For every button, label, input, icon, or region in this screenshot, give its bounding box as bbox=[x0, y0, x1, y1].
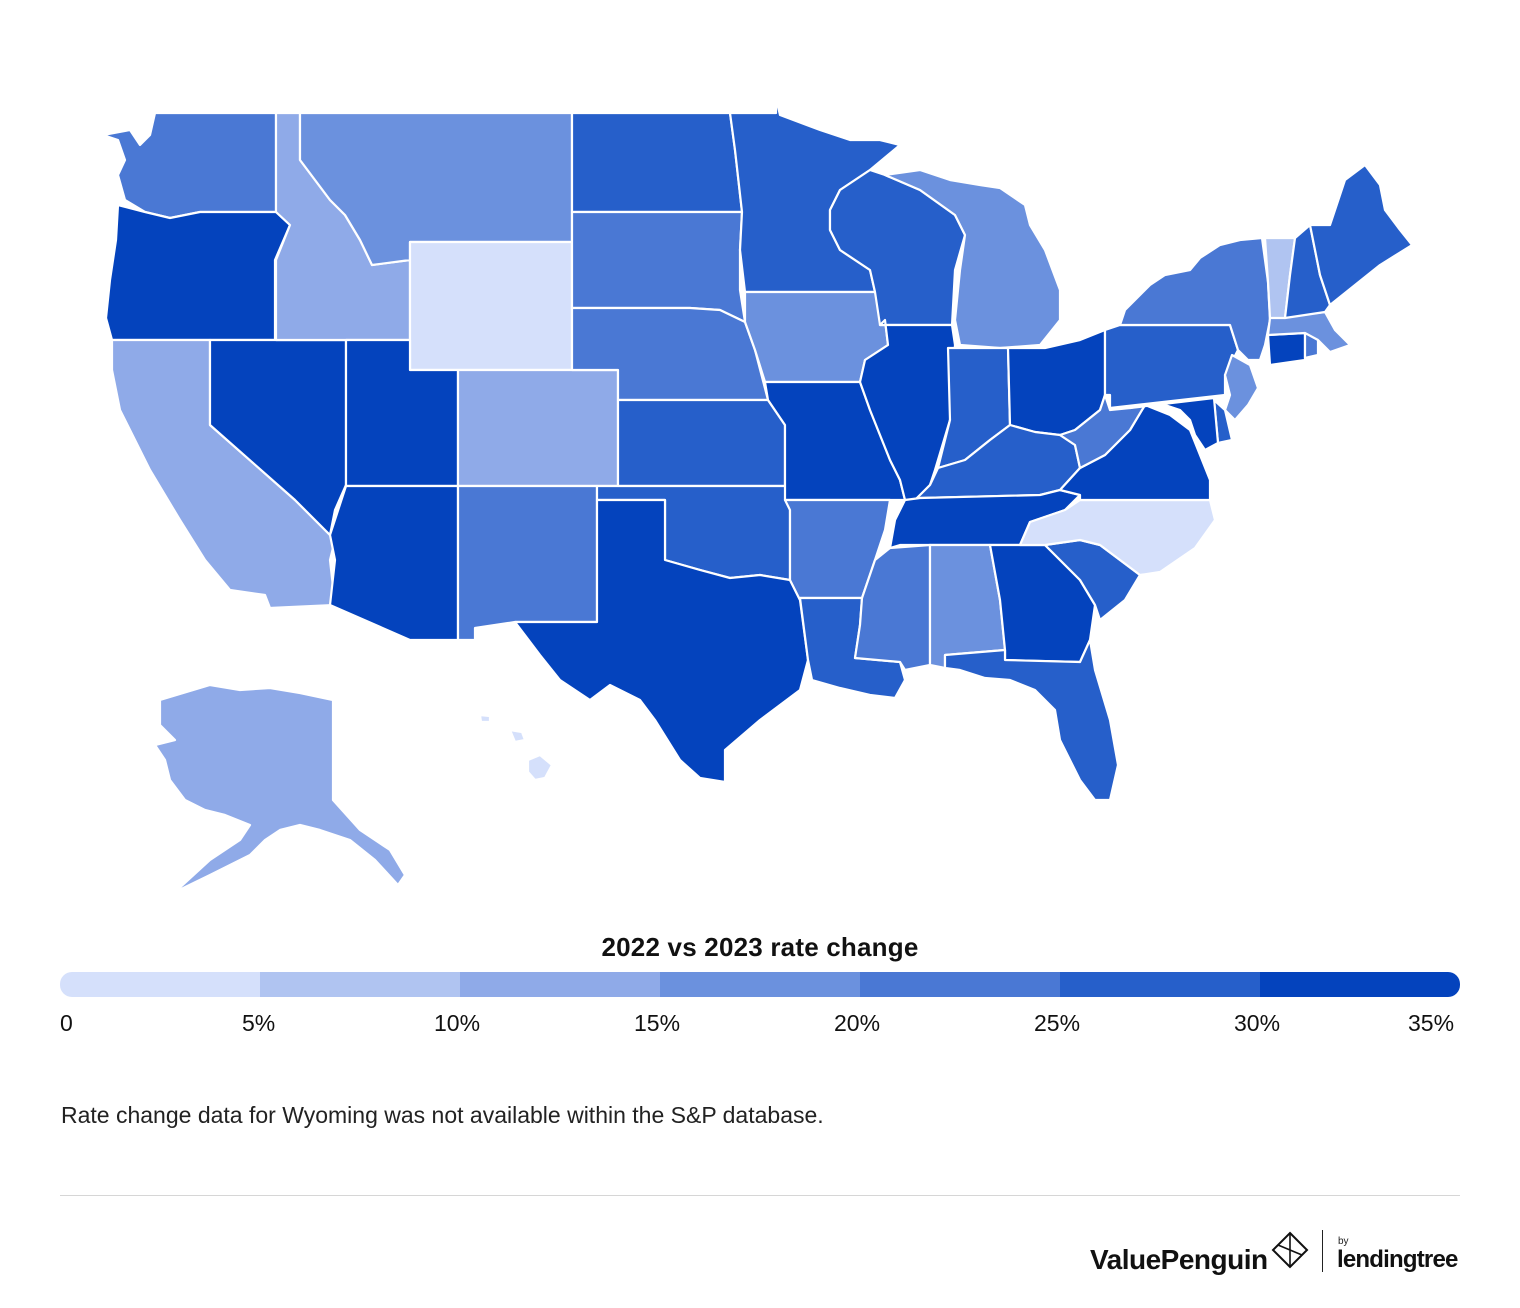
state-new-mexico[interactable] bbox=[456, 484, 599, 642]
color-scale-bar bbox=[60, 972, 1460, 997]
state-new-jersey[interactable] bbox=[1223, 353, 1260, 422]
state-alaska[interactable] bbox=[153, 683, 407, 894]
logo-separator bbox=[1322, 1230, 1323, 1272]
state-maryland[interactable] bbox=[1128, 396, 1220, 452]
scale-tick-label: 0 bbox=[60, 1010, 73, 1036]
scale-tick-label: 10% bbox=[434, 1010, 481, 1036]
by-label: by bbox=[1338, 1236, 1349, 1247]
state-nebraska[interactable] bbox=[570, 306, 770, 402]
state-michigan[interactable] bbox=[883, 168, 1062, 350]
state-hawaii[interactable] bbox=[526, 753, 554, 782]
scale-segment bbox=[60, 972, 260, 997]
state-new-york[interactable] bbox=[1118, 236, 1272, 362]
scale-tick-label: 35% bbox=[1408, 1010, 1455, 1036]
scale-segment bbox=[660, 972, 860, 997]
scale-tick-label: 20% bbox=[834, 1010, 881, 1036]
state-pennsylvania[interactable] bbox=[1103, 323, 1240, 410]
state-west-virginia[interactable] bbox=[1058, 393, 1147, 470]
scale-tick-label: 15% bbox=[634, 1010, 681, 1036]
us-states-map bbox=[101, 96, 1414, 894]
state-maine[interactable] bbox=[1308, 163, 1414, 307]
scale-segment bbox=[260, 972, 460, 997]
scale-ticks: 0 5% 10% 15% 20% 25% 30% 35% bbox=[0, 1010, 1520, 1040]
footer-divider bbox=[60, 1195, 1460, 1196]
valuepenguin-logo-text: ValuePenguin bbox=[1090, 1244, 1268, 1275]
scale-tick-label: 30% bbox=[1234, 1010, 1281, 1036]
state-texas[interactable] bbox=[513, 498, 810, 784]
scale-segment bbox=[1060, 972, 1260, 997]
state-south-dakota[interactable] bbox=[570, 210, 747, 324]
state-arizona[interactable] bbox=[328, 484, 460, 642]
valuepenguin-logo-icon bbox=[1271, 1231, 1309, 1269]
scale-segment bbox=[460, 972, 660, 997]
state-oregon[interactable] bbox=[104, 203, 292, 342]
lendingtree-logo-text: lendingtree bbox=[1337, 1246, 1458, 1273]
state-florida[interactable] bbox=[943, 638, 1120, 802]
state-washington[interactable] bbox=[101, 111, 278, 220]
state-hawaii-maui[interactable] bbox=[508, 728, 527, 744]
state-colorado[interactable] bbox=[456, 368, 620, 488]
state-hawaii-oahu[interactable] bbox=[478, 713, 492, 724]
state-wyoming[interactable] bbox=[408, 240, 574, 372]
state-connecticut[interactable] bbox=[1266, 331, 1307, 367]
state-north-dakota[interactable] bbox=[570, 111, 744, 214]
scale-segment bbox=[1260, 972, 1460, 997]
state-kansas[interactable] bbox=[616, 398, 787, 488]
state-massachusetts[interactable] bbox=[1266, 310, 1352, 354]
legend-title: 2022 vs 2023 rate change bbox=[601, 932, 919, 962]
footnote: Rate change data for Wyoming was not ava… bbox=[61, 1102, 824, 1128]
state-wisconsin[interactable] bbox=[828, 168, 967, 327]
scale-tick-label: 5% bbox=[242, 1010, 276, 1036]
scale-tick-label: 25% bbox=[1034, 1010, 1081, 1036]
scale-segment bbox=[860, 972, 1060, 997]
